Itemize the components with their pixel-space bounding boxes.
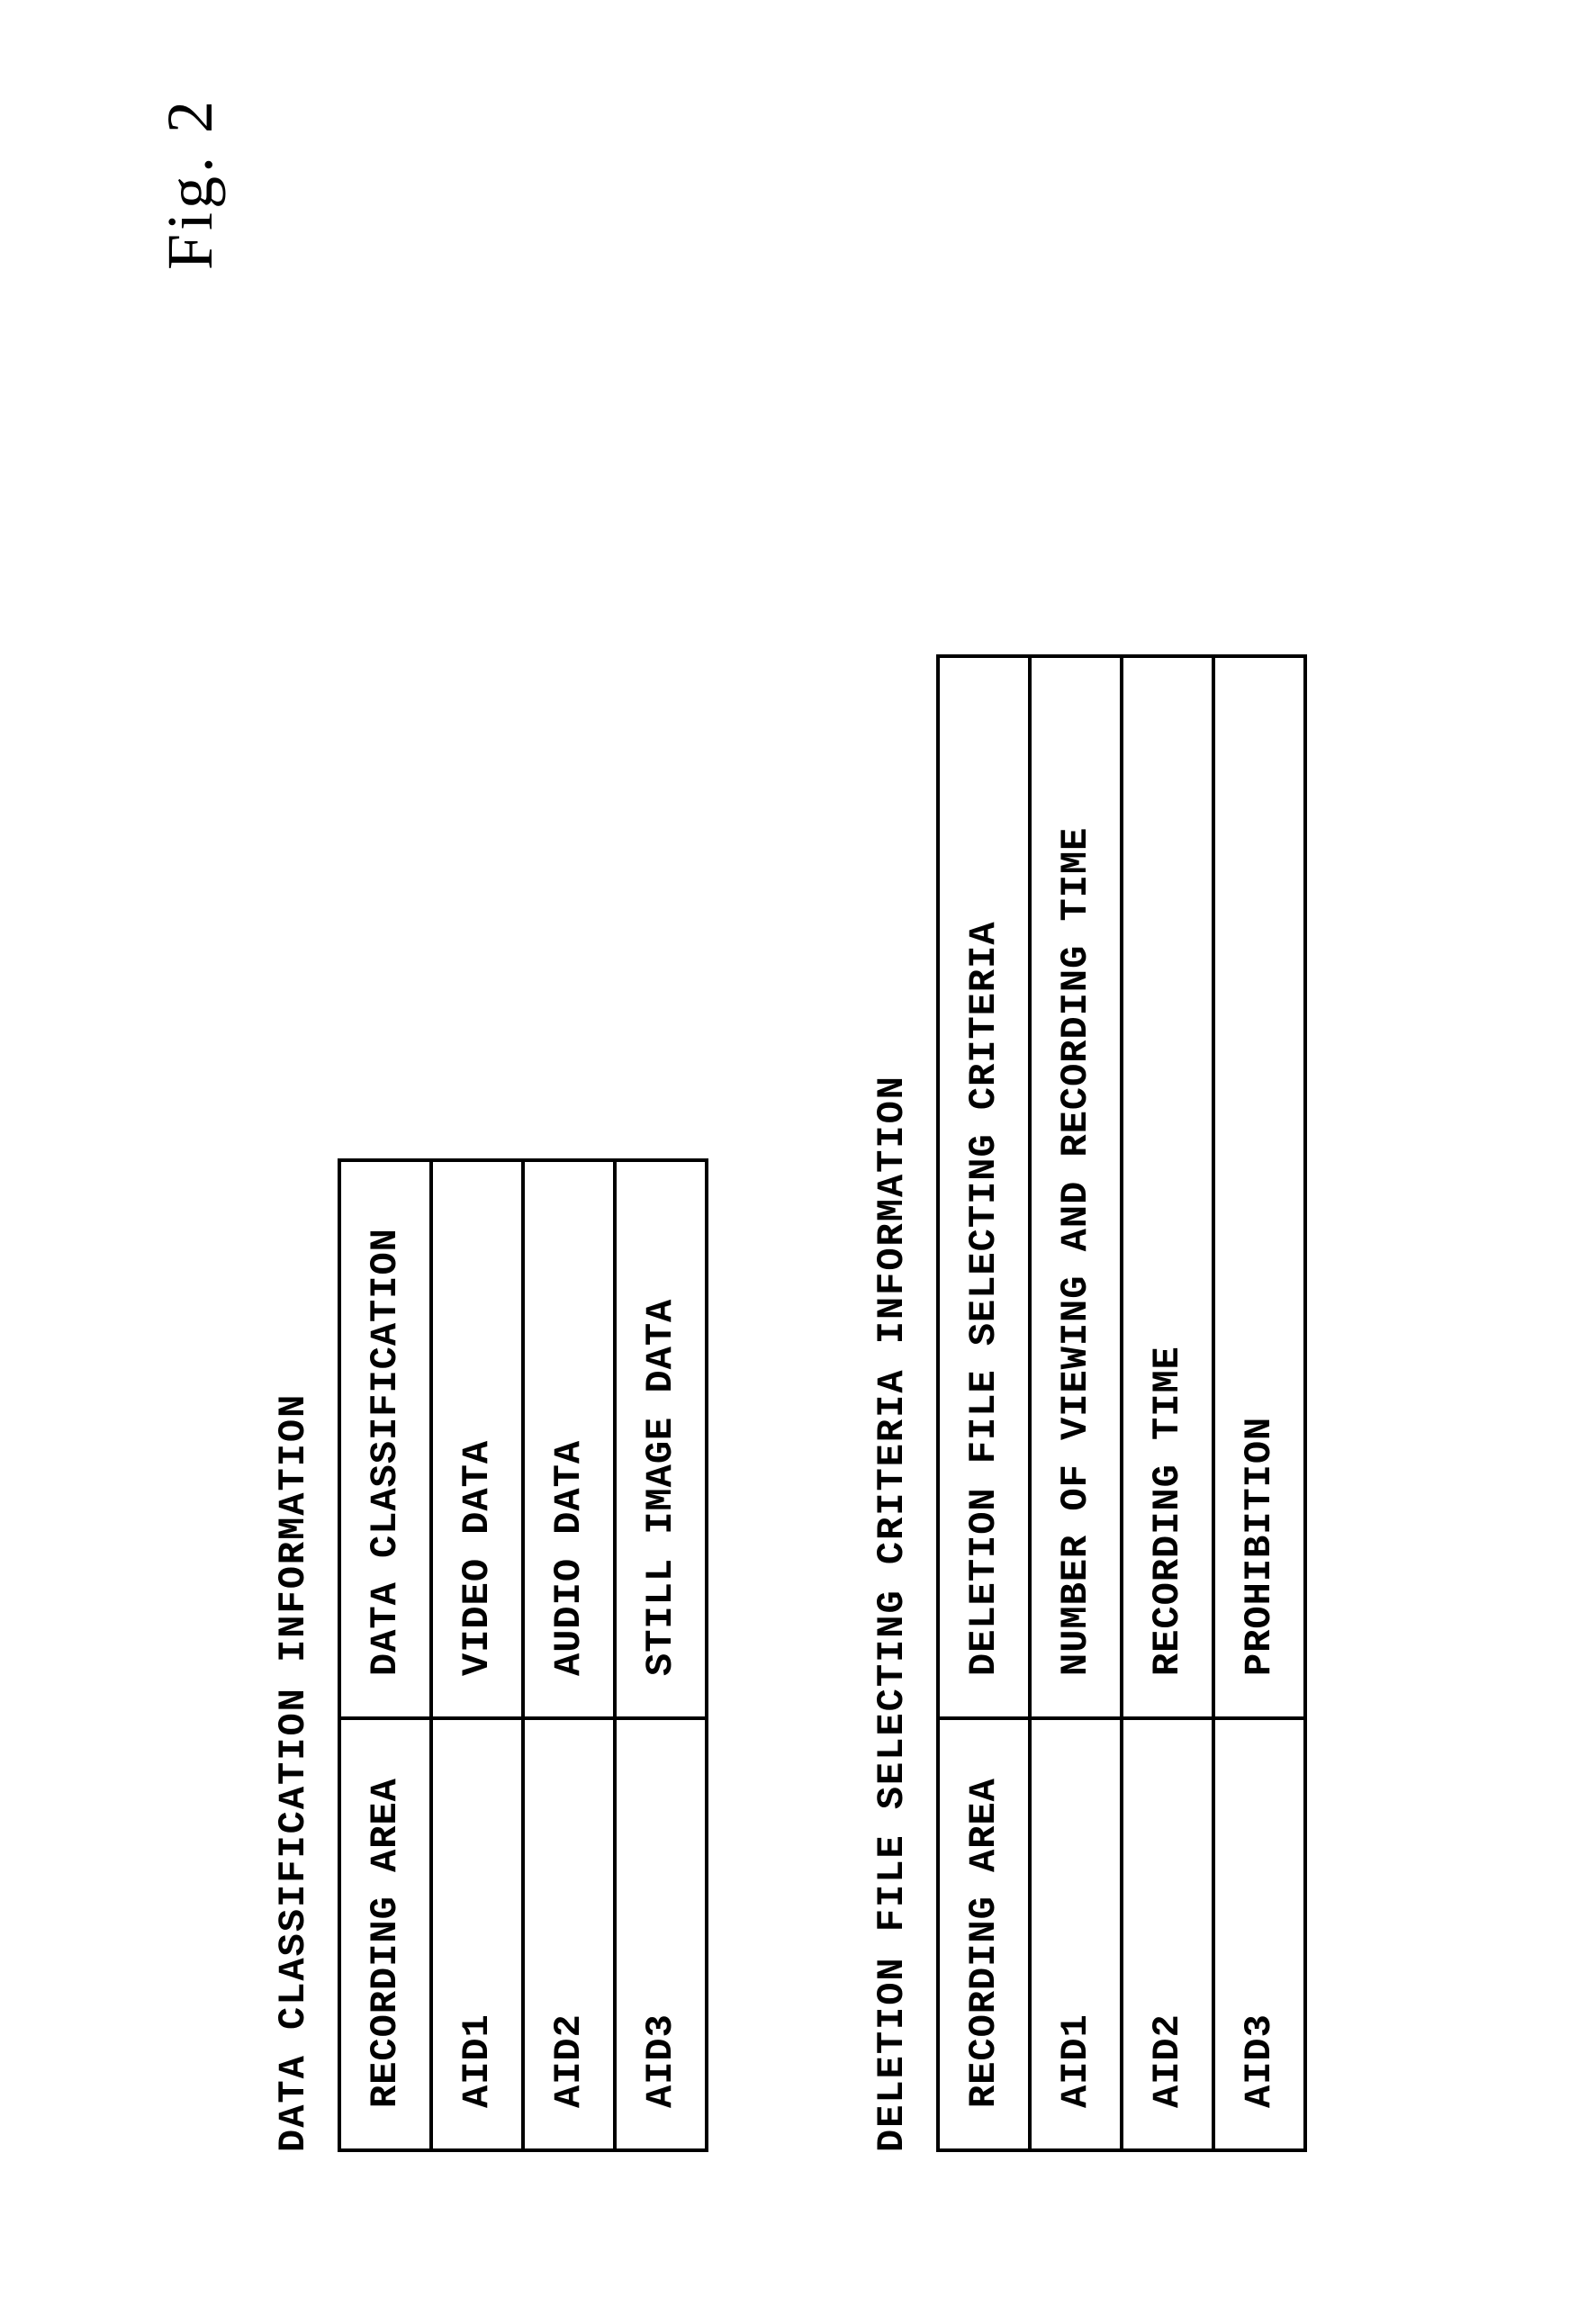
data-classification-table: RECORDING AREA DATA CLASSIFICATION AID1 … [338,1158,708,2152]
table2-row2-data: PROHIBITION [1213,656,1305,1718]
table1-row2-data: STILL IMAGE DATA [615,1160,707,1718]
table2-row1-area: AID2 [1122,1718,1213,2150]
deletion-criteria-table: RECORDING AREA DELETION FILE SELECTING C… [936,654,1307,2152]
table2-section: DELETION FILE SELECTING CRITERIA INFORMA… [870,654,1307,2152]
table1-header-col2: DATA CLASSIFICATION [339,1160,431,1718]
table-header-row: RECORDING AREA DATA CLASSIFICATION [339,1160,431,2150]
table2-header-col2: DELETION FILE SELECTING CRITERIA [938,656,1030,1718]
table1-row0-data: VIDEO DATA [431,1160,523,1718]
table1-header-col1: RECORDING AREA [339,1718,431,2150]
table1-title: DATA CLASSIFICATION INFORMATION [272,1158,315,2152]
table2-header-col1: RECORDING AREA [938,1718,1030,2150]
table2-row0-data: NUMBER OF VIEWING AND RECORDING TIME [1030,656,1122,1718]
table1-row2-area: AID3 [615,1718,707,2150]
table2-row2-area: AID3 [1213,1718,1305,2150]
table2-row0-area: AID1 [1030,1718,1122,2150]
table1-row1-area: AID2 [523,1718,615,2150]
content-wrapper: DATA CLASSIFICATION INFORMATION RECORDIN… [272,172,1307,2152]
table-header-row: RECORDING AREA DELETION FILE SELECTING C… [938,656,1030,2150]
table1-section: DATA CLASSIFICATION INFORMATION RECORDIN… [272,1158,708,2152]
table-row: AID3 STILL IMAGE DATA [615,1160,707,2150]
table-row: AID1 NUMBER OF VIEWING AND RECORDING TIM… [1030,656,1122,2150]
table1-row1-data: AUDIO DATA [523,1160,615,1718]
table2-row1-data: RECORDING TIME [1122,656,1213,1718]
table-row: AID2 RECORDING TIME [1122,656,1213,2150]
table2-title: DELETION FILE SELECTING CRITERIA INFORMA… [870,654,914,2152]
table1-row0-area: AID1 [431,1718,523,2150]
table-row: AID2 AUDIO DATA [523,1160,615,2150]
table-row: AID3 PROHIBITION [1213,656,1305,2150]
figure-label: Fig. 2 [153,97,228,270]
table-row: AID1 VIDEO DATA [431,1160,523,2150]
